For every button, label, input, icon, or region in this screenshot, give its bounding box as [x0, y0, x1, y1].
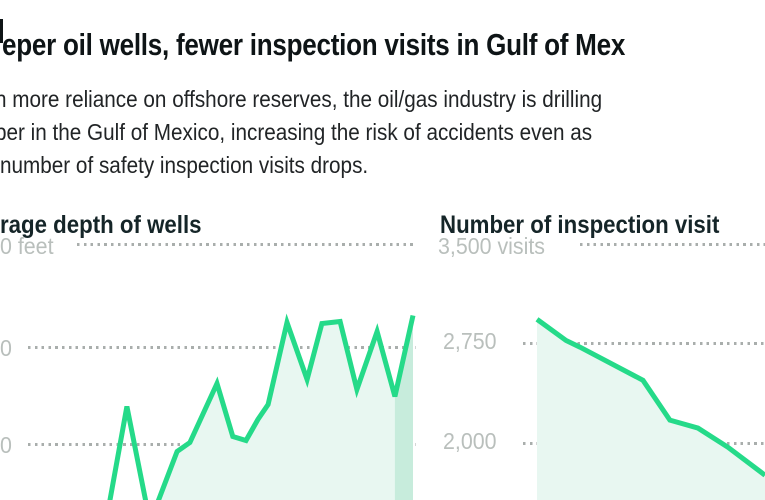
- intro-line-2: per in the Gulf of Mexico, increasing th…: [0, 119, 593, 145]
- depth-ytick-top: 0 feet: [0, 233, 54, 259]
- intro-line-3: number of safety inspection visits drops…: [0, 152, 369, 178]
- depth-ytick-mid: 0: [0, 335, 12, 361]
- depth-highlight-band: [394, 315, 413, 500]
- inspections-gridline-top: [580, 243, 765, 246]
- inspections-ytick-top: 3,500 visits: [438, 233, 546, 259]
- headline: eper oil wells, fewer inspection visits …: [2, 27, 744, 63]
- inspections-chart-title: Number of inspection visit: [440, 210, 720, 239]
- inspections-gridline-mid: [523, 342, 765, 345]
- depth-chart-title: rage depth of wells: [0, 210, 202, 239]
- depth-gridline-top: [77, 243, 416, 246]
- headline-text: eper oil wells, fewer inspection visits …: [2, 26, 626, 62]
- inspections-line: [535, 317, 765, 478]
- depth-ytick-bottom: 0: [0, 432, 12, 458]
- clipped-glyph-sliver: [0, 19, 3, 43]
- depth-gridline-mid: [28, 346, 416, 349]
- depth-line: [107, 313, 416, 500]
- inspections-ytick-mid: 2,750: [443, 328, 497, 354]
- inspections-ytick-bottom: 2,000: [443, 428, 497, 454]
- intro-line-1: h more reliance on offshore reserves, th…: [0, 86, 603, 112]
- inspections-area: [537, 319, 765, 500]
